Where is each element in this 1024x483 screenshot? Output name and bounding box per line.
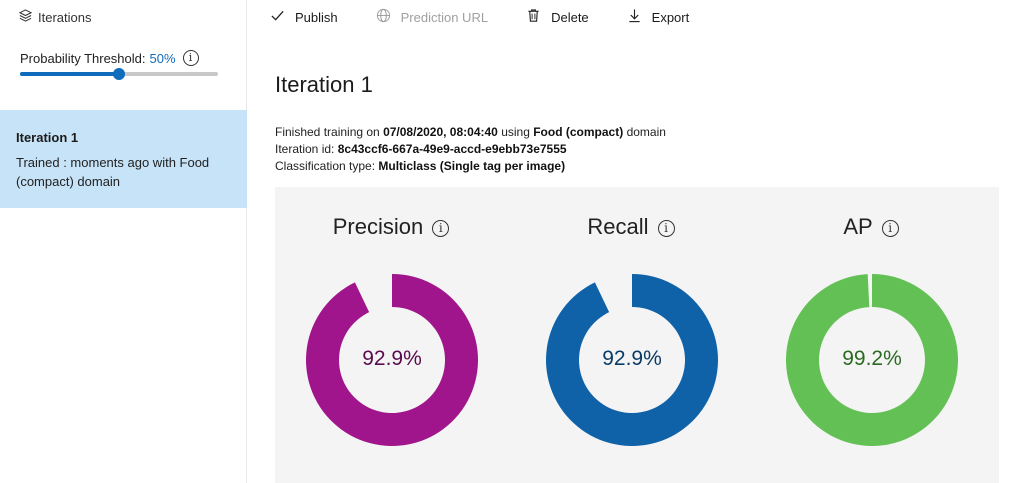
iteration-name: Iteration 1: [16, 130, 79, 145]
donut-arc: [306, 274, 478, 446]
finished-prefix: Finished training on: [275, 125, 380, 139]
classification-row: Classification type: Multiclass (Single …: [275, 158, 666, 175]
donut-arc: [786, 274, 958, 446]
info-icon[interactable]: i: [432, 220, 450, 237]
iteration-description: Trained : moments ago with Food (compact…: [16, 155, 210, 189]
precision-label-row: Precision i: [271, 214, 511, 240]
iterations-header[interactable]: Iterations: [18, 9, 92, 25]
domain-name: Food (compact): [533, 125, 624, 139]
threshold-label: Probability Threshold:: [20, 50, 146, 66]
prediction-url-label: Prediction URL: [400, 9, 489, 25]
classification-value: Multiclass (Single tag per image): [378, 159, 566, 173]
threshold-value: 50%: [149, 50, 176, 66]
precision-donut: [306, 274, 478, 446]
donut-arc: [546, 274, 718, 446]
slider-thumb[interactable]: [113, 68, 125, 80]
ap-donut: [786, 274, 958, 446]
domain-suffix: domain: [626, 125, 666, 139]
page-title: Iteration 1: [275, 72, 373, 97]
publish-button[interactable]: Publish: [270, 0, 338, 34]
iterations-header-label: Iterations: [38, 9, 92, 25]
threshold-slider[interactable]: [20, 68, 218, 80]
probability-threshold: Probability Threshold: 50% i: [20, 50, 199, 66]
recall-metric: Recall i 92.9%: [511, 187, 751, 483]
layers-icon: [18, 9, 33, 25]
delete-button[interactable]: Delete: [526, 0, 589, 34]
trash-icon: [526, 8, 541, 26]
sidebar: Iterations Probability Threshold: 50% i …: [0, 0, 247, 483]
precision-value: 92.9%: [362, 347, 422, 370]
check-icon: [270, 8, 285, 26]
training-info: Finished training on 07/08/2020, 08:04:4…: [275, 124, 666, 141]
delete-label: Delete: [551, 9, 589, 25]
ap-value: 99.2%: [842, 347, 902, 370]
finished-date: 07/08/2020, 08:04:40: [383, 125, 498, 139]
slider-fill: [20, 72, 119, 76]
using-text: using: [501, 125, 530, 139]
iteration-id-label: Iteration id:: [275, 142, 335, 156]
precision-label: Precision: [332, 214, 424, 239]
export-button[interactable]: Export: [627, 0, 690, 34]
iteration-id-value: 8c43ccf6-667a-49e9-accd-e9ebb73e7555: [337, 142, 567, 156]
classification-label: Classification type:: [275, 159, 376, 173]
recall-value: 92.9%: [602, 347, 662, 370]
iteration-list-item[interactable]: Iteration 1 Trained : moments ago with F…: [0, 110, 247, 208]
recall-label-row: Recall i: [511, 214, 751, 240]
ap-label-row: AP i: [751, 214, 991, 240]
info-icon[interactable]: i: [657, 220, 675, 237]
recall-label: Recall: [587, 214, 649, 239]
download-icon: [627, 8, 642, 26]
export-label: Export: [651, 9, 690, 25]
recall-donut: [546, 274, 718, 446]
globe-icon: [376, 8, 391, 26]
iteration-id-row: Iteration id: 8c43ccf6-667a-49e9-accd-e9…: [275, 141, 666, 158]
precision-metric: Precision i 92.9%: [271, 187, 511, 483]
publish-label: Publish: [295, 9, 338, 25]
metrics-panel: Precision i 92.9% Recall i 92.9% AP i 99…: [275, 187, 999, 483]
info-icon[interactable]: i: [182, 50, 199, 66]
info-icon[interactable]: i: [881, 220, 899, 237]
ap-label: AP: [843, 214, 873, 239]
iteration-details: Finished training on 07/08/2020, 08:04:4…: [275, 124, 666, 175]
toolbar: Publish Prediction URL Delete Export: [270, 0, 727, 34]
prediction-url-button[interactable]: Prediction URL: [376, 0, 488, 34]
ap-metric: AP i 99.2%: [751, 187, 991, 483]
